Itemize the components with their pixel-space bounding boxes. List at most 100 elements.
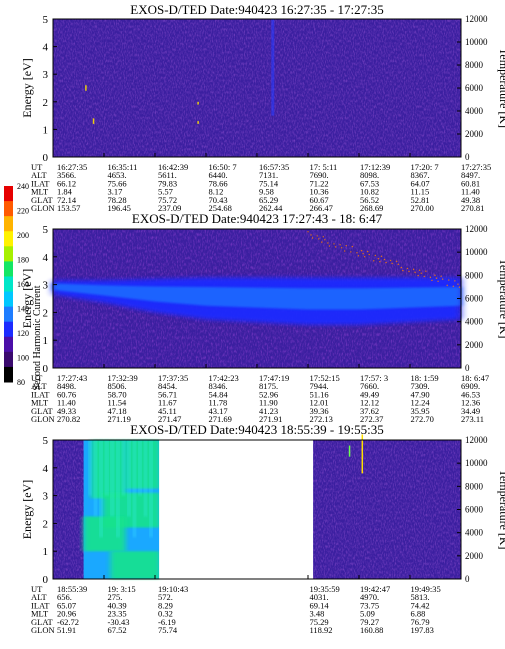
orbit-cell: 5813.: [411, 592, 430, 602]
orbit-cell: 5611.: [158, 170, 177, 180]
orbit-cell: 270.81: [461, 203, 484, 213]
spectrogram-point: [429, 276, 432, 279]
colorbar-swatch: [4, 276, 13, 293]
orbit-cell: 17:57: 3: [360, 373, 388, 383]
orbit-cell: 271.69: [209, 414, 232, 424]
right-tick-label: 6000: [465, 294, 484, 304]
spectrogram-streak: [144, 440, 148, 517]
spectrogram-point: [446, 284, 448, 287]
orbit-cell: 56.71: [158, 389, 177, 399]
orbit-cell: 270.00: [411, 203, 434, 213]
spectrogram-point: [397, 263, 399, 266]
orbit-cell: 20.96: [57, 609, 76, 619]
spectrogram-green-patch: [83, 516, 126, 552]
orbit-cell: 3566.: [57, 170, 76, 180]
spectrogram-point: [391, 262, 393, 265]
spectrogram-point: [360, 249, 363, 252]
orbit-table: UT 18:55:39 19: 3:15 19:10:43 19:35:59 19:42:…: [31, 584, 441, 635]
spectrogram-point: [417, 274, 419, 277]
orbit-cell: 118.92: [310, 625, 333, 635]
spectrogram-point: [368, 253, 370, 256]
right-tick-label: 0: [465, 574, 470, 584]
orbit-cell: 271.47: [158, 414, 181, 424]
orbit-cell: 75.29: [310, 617, 329, 627]
spectrogram-point: [396, 260, 398, 263]
orbit-cell: 17:27:43: [57, 373, 87, 383]
spectrogram-plot-area: [53, 434, 461, 580]
orbit-cell: 71.22: [310, 178, 329, 188]
colorbar-swatch: [4, 336, 13, 353]
colorbar-swatch: [4, 321, 13, 338]
spectrogram-point: [316, 235, 318, 237]
spectrogram-point: [448, 279, 450, 281]
orbit-row-label: ALT: [31, 381, 48, 391]
colorbar-tick-label: 80: [17, 378, 25, 387]
left-axis: 0 1 2 3 4 5 Energy [eV]: [20, 224, 57, 375]
orbit-row-label: ILAT: [31, 389, 50, 399]
left-axis: 0 1 2 3 4 5 Energy [eV]: [20, 14, 57, 164]
colorbar-tick-label: 240: [17, 182, 29, 191]
orbit-cell: 197.83: [411, 625, 434, 635]
orbit-cell: 8346.: [209, 381, 228, 391]
orbit-cell: 10.82: [360, 187, 379, 197]
right-tick-label: 10000: [465, 37, 488, 47]
spectrogram-point: [383, 258, 386, 261]
right-tick-label: 8000: [465, 481, 484, 491]
orbit-cell: 8.29: [158, 600, 173, 610]
orbit-cell: 270.82: [57, 414, 80, 424]
orbit-cell: 11.15: [411, 187, 430, 197]
colorbar-swatch: [4, 261, 13, 277]
left-tick-label: 4: [43, 463, 49, 475]
orbit-cell: -30.43: [108, 617, 130, 627]
orbit-cell: 52.81: [411, 195, 430, 205]
orbit-cell: 11.78: [209, 398, 228, 408]
orbit-row-label: GLAT: [31, 617, 54, 627]
left-tick-label: 2: [43, 97, 49, 109]
spectrogram-point: [414, 271, 416, 274]
orbit-table: UT 16:27:35 16:35:11 16:42:39 16:50: 7 16:57:…: [31, 162, 491, 213]
spectrogram-green-patch: [125, 440, 161, 489]
orbit-cell: 45.11: [158, 406, 177, 416]
orbit-cell: 79.83: [158, 178, 177, 188]
spectrogram-point: [374, 254, 377, 257]
orbit-cell: 8175.: [259, 381, 278, 391]
orbit-cell: 11.40: [461, 187, 480, 197]
orbit-table: UT 17:27:43 17:32:39 17:37:35 17:42:23 17:47:…: [31, 373, 489, 424]
spectrogram-feature: [197, 101, 199, 105]
left-axis-label: Energy [eV]: [20, 269, 34, 328]
spectrogram-point: [357, 255, 360, 257]
orbit-cell: 72.14: [57, 195, 77, 205]
orbit-cell: 12.12: [360, 398, 379, 408]
spectrogram-feature: [361, 434, 364, 474]
orbit-cell: 12.01: [310, 398, 329, 408]
orbit-cell: 78.28: [108, 195, 127, 205]
orbit-cell: 254.68: [209, 203, 232, 213]
orbit-cell: 74.42: [411, 600, 430, 610]
orbit-cell: 262.44: [259, 203, 283, 213]
spectrogram-point: [440, 275, 442, 277]
orbit-cell: 39.36: [310, 406, 329, 416]
orbit-cell: 268.69: [360, 203, 383, 213]
spectrogram-point: [402, 269, 404, 272]
spectrogram-point: [363, 255, 366, 258]
orbit-cell: 56.52: [360, 195, 379, 205]
orbit-cell: 4031.: [310, 592, 329, 602]
orbit-cell: 16:42:39: [158, 162, 188, 172]
orbit-row-label: UT: [31, 584, 43, 594]
orbit-row-label: GLON: [31, 414, 55, 424]
orbit-cell: 65.29: [259, 195, 278, 205]
orbit-cell: 17:47:19: [259, 373, 289, 383]
spectrogram-point: [385, 261, 387, 264]
orbit-cell: 19:35:59: [310, 584, 340, 594]
colorbar-swatches: [4, 186, 13, 383]
right-tick-label: 4000: [465, 317, 484, 327]
orbit-cell: 275.: [108, 592, 123, 602]
right-axis: 0 2000 4000 6000 8000 10000 12000 Temperature […: [457, 14, 505, 162]
orbit-cell: 272.37: [360, 414, 383, 424]
colorbar-swatch: [4, 186, 13, 202]
orbit-cell: 47.90: [411, 389, 430, 399]
right-tick-label: 2000: [465, 340, 484, 350]
left-tick-label: 3: [43, 491, 49, 503]
orbit-cell: 3.17: [108, 187, 123, 197]
